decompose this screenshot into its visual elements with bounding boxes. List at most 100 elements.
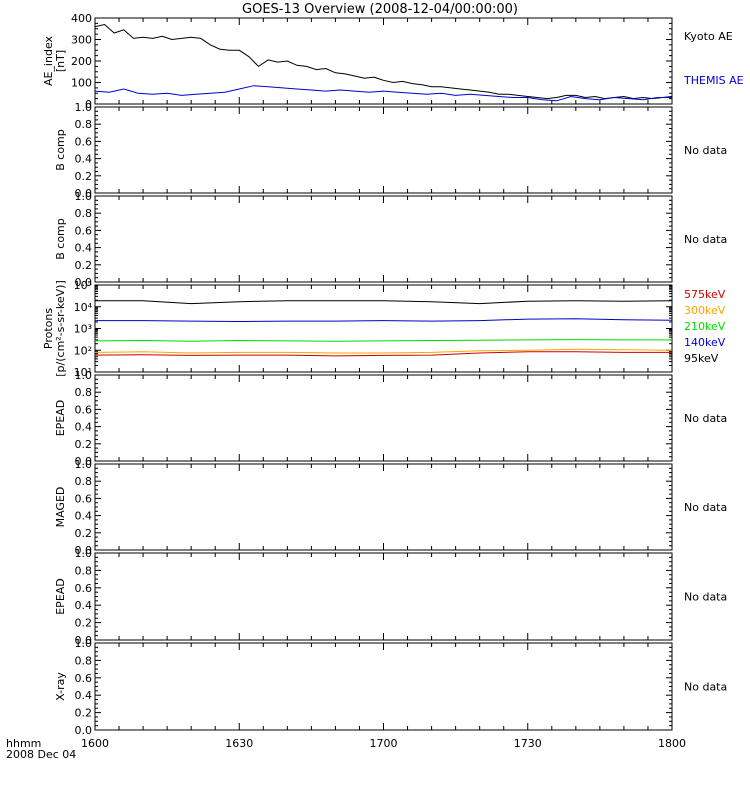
- panel-6: 0.0 0.2 0.4 0.6 0.8 1.0 MAGED No data: [54, 458, 727, 557]
- ytick-label: 1.0: [75, 369, 93, 382]
- ylabel: EPEAD: [54, 400, 67, 437]
- panel-8: 0.0 0.2 0.4 0.6 0.8 1.0 X-ray No data: [54, 637, 727, 737]
- no-data-label: No data: [684, 412, 727, 425]
- figure-title: GOES-13 Overview (2008-12-04/00:00:00): [242, 2, 518, 17]
- legend-entry: Kyoto AE: [684, 30, 733, 43]
- panel-frame: [94, 642, 673, 731]
- ytick-label: 0.0: [75, 634, 93, 647]
- ylabel-unit: [nT]: [54, 50, 67, 72]
- ytick-label: 0.4: [75, 242, 93, 255]
- ytick-label: 0.8: [75, 118, 93, 131]
- ylabel-unit: [p/(cm²-s-sr-keV)]: [54, 280, 67, 377]
- ytick-label: 0.0: [75, 187, 93, 200]
- series-line-95kev: [95, 300, 673, 305]
- ytick-label: 0.4: [75, 153, 93, 166]
- ytick-label: 300: [71, 34, 92, 47]
- ytick-label: 0.8: [75, 564, 93, 577]
- series-line-575kev: [94, 351, 672, 357]
- ytick-label: 1.0: [75, 101, 93, 114]
- series-line-kyoto-ae: [94, 23, 673, 100]
- ytick-label: 0.2: [75, 170, 93, 183]
- ylabel: X-ray: [54, 672, 67, 701]
- no-data-label: No data: [684, 501, 727, 514]
- ytick-label: 0.2: [75, 707, 93, 720]
- ytick-label: 0.2: [75, 527, 93, 540]
- ytick-label: 0.4: [75, 510, 93, 523]
- ylabel: B comp: [54, 218, 67, 260]
- series-line-themis-ae: [94, 85, 672, 102]
- footer-time-format: hhmm: [6, 737, 41, 750]
- ylabel: MAGED: [54, 487, 67, 528]
- ytick-label: 0.0: [75, 455, 93, 468]
- ytick-label: 200: [71, 55, 92, 68]
- ytick-label: 0.2: [75, 617, 93, 630]
- ylabel: Protons: [42, 308, 55, 349]
- ytick-label: 0.6: [75, 224, 93, 237]
- ytick-label: 10³: [74, 323, 92, 336]
- ytick-label: 0.6: [75, 672, 93, 685]
- legend-entry: THEMIS AE: [683, 74, 744, 87]
- ytick-label: 0.2: [75, 259, 93, 272]
- ytick-label: 0.2: [75, 438, 93, 451]
- ytick-label: 0.6: [75, 403, 93, 416]
- legend-entry: 210keV: [684, 320, 726, 333]
- panel-frame: [94, 463, 673, 551]
- ytick-label: 0.8: [75, 475, 93, 488]
- panel-3: 0.0 0.2 0.4 0.6 0.8 1.0 B comp No data: [54, 190, 727, 289]
- series-line-300kev: [94, 348, 673, 354]
- xtick-label: 1700: [370, 737, 398, 750]
- xtick-label: 1730: [514, 737, 542, 750]
- ytick-label: 1.0: [75, 458, 93, 471]
- ytick-label: 0.0: [75, 276, 93, 289]
- xtick-label: 1630: [225, 737, 253, 750]
- ytick-label: 0.0: [75, 724, 93, 737]
- ytick-label: 1.0: [75, 190, 93, 203]
- panel-frame: [94, 374, 673, 462]
- no-data-label: No data: [684, 681, 727, 694]
- legend-entry: 575keV: [684, 288, 726, 301]
- panel-4: 10¹ 10² 10³ 10⁴ 10⁵ Protons [p/(cm²-s-sr-keV)]…: [42, 279, 726, 379]
- ytick-label: 10¹: [74, 366, 92, 379]
- ylabel: B comp: [54, 129, 67, 171]
- ytick-label: 0.6: [75, 582, 93, 595]
- series-line-210kev: [94, 339, 672, 342]
- ylabel: EPEAD: [54, 578, 67, 615]
- ytick-label: 1.0: [75, 637, 93, 650]
- ylabel: AE_index: [42, 35, 55, 86]
- ytick-label: 0.4: [75, 689, 93, 702]
- ytick-label: 0.6: [75, 492, 93, 505]
- ytick-label: 0.8: [75, 207, 93, 220]
- no-data-label: No data: [684, 233, 727, 246]
- ytick-label: 0.4: [75, 421, 93, 434]
- ytick-label: 10⁴: [74, 301, 93, 314]
- panel-frame: [94, 106, 673, 194]
- panel-frame: [94, 552, 673, 641]
- ytick-label: 0.8: [75, 386, 93, 399]
- legend-entry: 140keV: [684, 336, 726, 349]
- no-data-label: No data: [684, 144, 727, 157]
- ytick-label: 0.6: [75, 135, 93, 148]
- no-data-label: No data: [684, 591, 727, 604]
- panel-1: 0 100 200 300 400 AE_index [nT] Kyoto AE THEMIS …: [42, 12, 744, 111]
- legend-entry: 300keV: [684, 304, 726, 317]
- panel-frame: [94, 284, 673, 373]
- series-line-140kev: [95, 318, 673, 323]
- panel-7: 0.0 0.2 0.4 0.6 0.8 1.0 EPEAD No data: [54, 547, 727, 647]
- ytick-label: 10²: [74, 344, 92, 357]
- legend-entry: 95keV: [684, 352, 719, 365]
- ytick-label: 0.0: [75, 544, 93, 557]
- ytick-label: 0.8: [75, 654, 93, 667]
- ytick-label: 0: [85, 98, 92, 111]
- ytick-label: 100: [71, 77, 92, 90]
- xtick-label: 1600: [81, 737, 109, 750]
- panel-5: 0.0 0.2 0.4 0.6 0.8 1.0 EPEAD No data: [54, 369, 727, 468]
- ytick-label: 400: [71, 12, 92, 25]
- footer-date: 2008 Dec 04: [6, 748, 76, 761]
- ytick-label: 1.0: [75, 547, 93, 560]
- xtick-label: 1800: [658, 737, 686, 750]
- panel-frame: [94, 195, 673, 283]
- ytick-label: 10⁵: [74, 279, 92, 292]
- ytick-label: 0.4: [75, 599, 93, 612]
- panel-2: 0.0 0.2 0.4 0.6 0.8 1.0 B comp No data: [54, 101, 727, 200]
